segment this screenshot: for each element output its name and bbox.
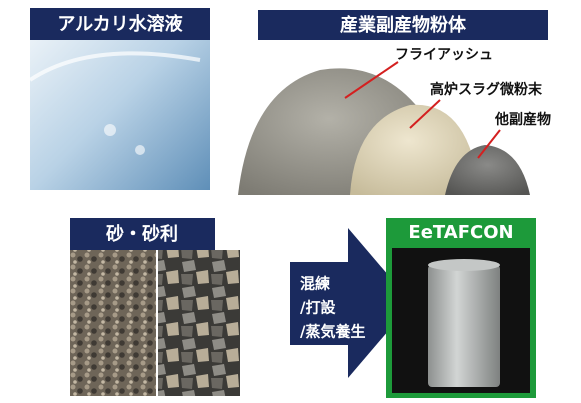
droplet <box>104 124 116 136</box>
pointer <box>409 99 441 129</box>
product-label: EeTAFCON <box>408 222 513 243</box>
process-arrow <box>290 228 412 378</box>
slag-pile <box>350 104 480 195</box>
concrete-cylinder <box>428 265 500 387</box>
droplet <box>135 145 145 155</box>
gravel-image <box>158 250 240 396</box>
powder-item: フライアッシュ <box>395 47 493 63</box>
other-pile <box>445 145 530 195</box>
label-box <box>30 8 210 40</box>
powder-item: 他副産物 <box>494 111 551 128</box>
process-step: /打設 <box>300 299 336 317</box>
label-box <box>70 218 215 250</box>
pointer <box>344 61 399 99</box>
powder-label: 産業副産物粉体 <box>340 14 467 36</box>
aggregate-label: 砂・砂利 <box>106 223 178 245</box>
label-box <box>258 10 548 40</box>
alkali-label: アルカリ水溶液 <box>57 13 183 35</box>
water-splash <box>28 51 201 82</box>
process-step: 混練 <box>300 275 330 293</box>
powder-item: 高炉スラグ微粉末 <box>430 81 543 98</box>
cylinder-top <box>428 259 500 271</box>
sand-image <box>70 250 156 396</box>
pointer <box>477 129 501 159</box>
process-step: /蒸気養生 <box>300 323 365 341</box>
